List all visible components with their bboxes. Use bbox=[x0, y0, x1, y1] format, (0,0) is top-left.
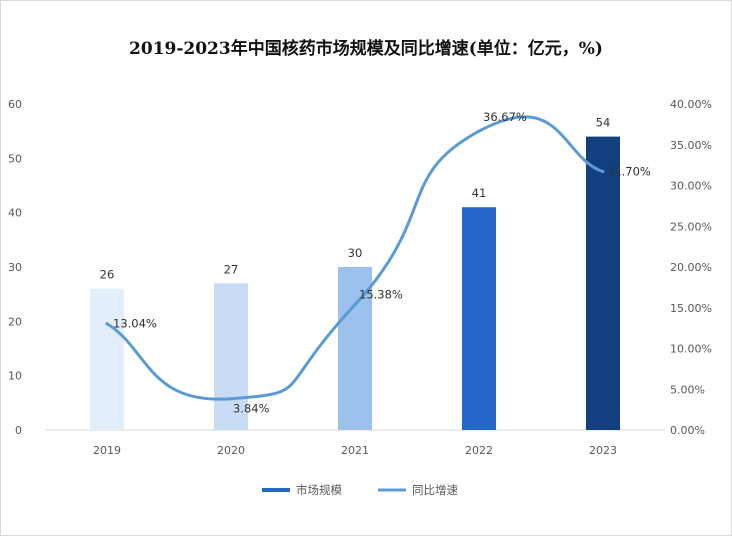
y-right-tick-label: 25.00% bbox=[670, 220, 712, 233]
y-right-tick-label: 5.00% bbox=[670, 383, 705, 396]
growth-rate-point bbox=[229, 397, 233, 401]
growth-rate-point bbox=[105, 322, 109, 326]
bar-value-label: 27 bbox=[224, 262, 239, 276]
y-right-tick-label: 10.00% bbox=[670, 343, 712, 356]
y-right-tick-label: 30.00% bbox=[670, 180, 712, 193]
x-tick-label: 2019 bbox=[93, 444, 121, 457]
x-tick-label: 2020 bbox=[217, 444, 245, 457]
growth-rate-label: 36.67% bbox=[483, 110, 527, 124]
y-right-tick-label: 15.00% bbox=[670, 302, 712, 315]
bar-value-label: 41 bbox=[472, 186, 487, 200]
bar-value-label: 30 bbox=[348, 246, 363, 260]
bar-2021 bbox=[338, 267, 372, 430]
y-left-tick-label: 0 bbox=[15, 424, 22, 437]
growth-rate-label: 15.38% bbox=[359, 288, 403, 302]
x-tick-label: 2023 bbox=[589, 444, 617, 457]
bar-value-label: 54 bbox=[596, 116, 611, 130]
growth-rate-label: 3.84% bbox=[233, 402, 270, 416]
bar-value-label: 26 bbox=[100, 268, 115, 282]
bar-2023 bbox=[586, 136, 620, 430]
y-right-tick-label: 40.00% bbox=[670, 98, 712, 111]
growth-rate-point bbox=[601, 170, 605, 174]
y-left-tick-label: 40 bbox=[8, 207, 22, 220]
bar-2020 bbox=[214, 283, 248, 430]
y-left-tick-label: 10 bbox=[8, 370, 22, 383]
legend-bar-swatch bbox=[262, 488, 290, 492]
growth-rate-point bbox=[477, 129, 481, 133]
y-left-tick-label: 30 bbox=[8, 261, 22, 274]
y-right-tick-label: 35.00% bbox=[670, 139, 712, 152]
growth-rate-label: 13.04% bbox=[113, 317, 157, 331]
y-left-tick-label: 60 bbox=[8, 98, 22, 111]
x-tick-label: 2021 bbox=[341, 444, 369, 457]
bar-2022 bbox=[462, 207, 496, 430]
x-tick-label: 2022 bbox=[465, 444, 493, 457]
legend-bar-label: 市场规模 bbox=[296, 483, 342, 497]
y-right-tick-label: 0.00% bbox=[670, 424, 705, 437]
chart-title: 2019-2023年中国核药市场规模及同比增速(单位：亿元，%) bbox=[129, 39, 603, 59]
y-right-tick-label: 20.00% bbox=[670, 261, 712, 274]
y-left-tick-label: 20 bbox=[8, 315, 22, 328]
growth-rate-point bbox=[353, 303, 357, 307]
bar-2019 bbox=[90, 288, 124, 430]
legend-line-label: 同比增速 bbox=[412, 483, 458, 497]
growth-rate-label: 31.70% bbox=[607, 165, 651, 179]
y-left-tick-label: 50 bbox=[8, 152, 22, 165]
